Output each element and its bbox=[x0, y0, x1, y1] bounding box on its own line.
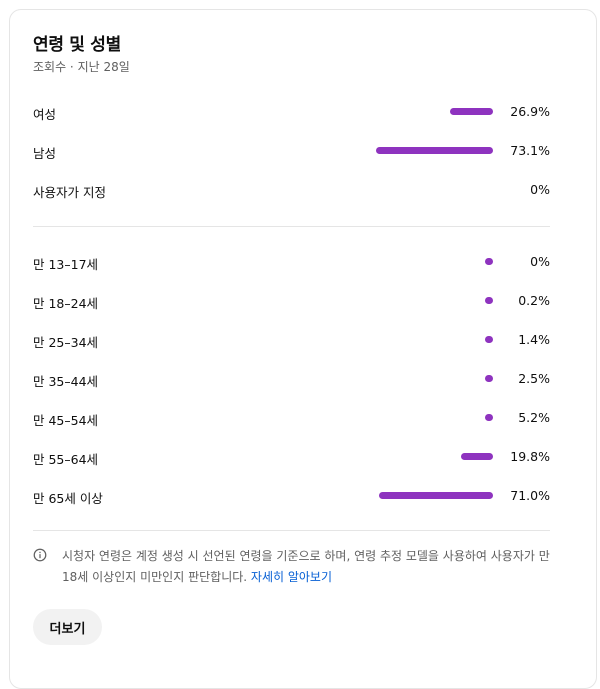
age-label: 만 55–64세 bbox=[33, 452, 99, 467]
gender-row-user-specified: 사용자가 지정 0% bbox=[33, 180, 550, 200]
age-row: 만 13–17세 0% bbox=[33, 252, 550, 272]
card-title: 연령 및 성별 bbox=[33, 35, 121, 55]
age-value: 1.4% bbox=[518, 332, 550, 347]
age-label: 만 35–44세 bbox=[33, 374, 99, 389]
gender-label: 사용자가 지정 bbox=[33, 185, 106, 200]
info-icon bbox=[33, 548, 47, 562]
age-bar bbox=[485, 375, 493, 382]
gender-value: 73.1% bbox=[510, 143, 550, 158]
gender-value: 26.9% bbox=[510, 104, 550, 119]
age-label: 만 18–24세 bbox=[33, 296, 99, 311]
age-row: 만 55–64세 19.8% bbox=[33, 447, 550, 467]
age-label: 만 65세 이상 bbox=[33, 491, 103, 506]
age-gender-card bbox=[9, 9, 597, 689]
age-value: 0.2% bbox=[518, 293, 550, 308]
gender-value: 0% bbox=[530, 182, 550, 197]
learn-more-link[interactable]: 자세히 알아보기 bbox=[250, 570, 333, 584]
more-button[interactable]: 더보기 bbox=[33, 609, 102, 645]
age-bar bbox=[485, 297, 493, 304]
age-value: 2.5% bbox=[518, 371, 550, 386]
gender-row-male: 남성 73.1% bbox=[33, 141, 550, 161]
gender-bar bbox=[449, 108, 493, 115]
age-row: 만 45–54세 5.2% bbox=[33, 408, 550, 428]
section-divider bbox=[33, 226, 550, 227]
age-bar bbox=[485, 336, 493, 343]
age-value: 5.2% bbox=[518, 410, 550, 425]
age-row: 만 35–44세 2.5% bbox=[33, 369, 550, 389]
age-value: 0% bbox=[530, 254, 550, 269]
gender-bar bbox=[376, 147, 493, 154]
age-label: 만 25–34세 bbox=[33, 335, 99, 350]
age-value: 71.0% bbox=[510, 488, 550, 503]
section-divider bbox=[33, 530, 550, 531]
age-label: 만 45–54세 bbox=[33, 413, 99, 428]
age-bar bbox=[461, 453, 493, 460]
age-label: 만 13–17세 bbox=[33, 257, 99, 272]
age-value: 19.8% bbox=[510, 449, 550, 464]
age-bar bbox=[485, 258, 493, 265]
gender-row-female: 여성 26.9% bbox=[33, 102, 550, 122]
age-row: 만 18–24세 0.2% bbox=[33, 291, 550, 311]
card-subtitle: 조회수 · 지난 28일 bbox=[33, 60, 130, 74]
note-text: 시청자 연령은 계정 생성 시 선언된 연령을 기준으로 하며, 연령 추정 모… bbox=[62, 546, 557, 588]
age-bar bbox=[484, 414, 493, 421]
gender-label: 여성 bbox=[33, 107, 57, 122]
age-bar bbox=[379, 492, 493, 499]
age-row: 만 65세 이상 71.0% bbox=[33, 486, 550, 506]
gender-label: 남성 bbox=[33, 146, 57, 161]
note-body: 시청자 연령은 계정 생성 시 선언된 연령을 기준으로 하며, 연령 추정 모… bbox=[62, 549, 550, 584]
age-row: 만 25–34세 1.4% bbox=[33, 330, 550, 350]
